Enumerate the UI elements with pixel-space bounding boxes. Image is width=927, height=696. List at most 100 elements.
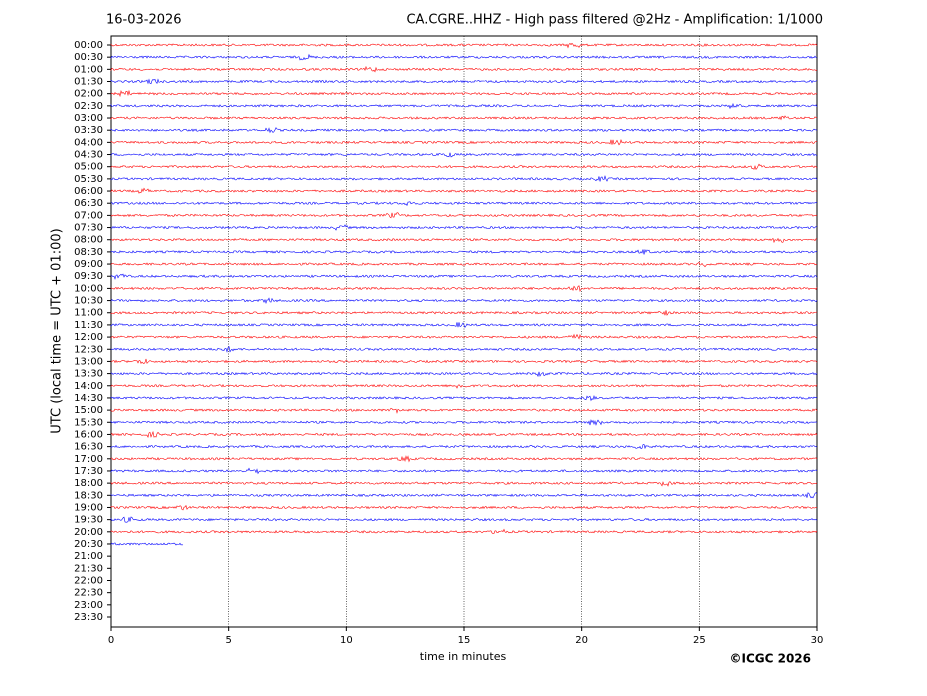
y-axis-label: UTC (local time = UTC + 01:00): [50, 228, 65, 433]
trace: [110, 127, 818, 134]
trace: [110, 224, 818, 231]
trace: [110, 42, 818, 49]
y-tick-label: 04:30: [74, 150, 103, 161]
y-tick-label: 15:00: [74, 405, 103, 416]
x-tick-label: 15: [458, 635, 471, 646]
y-tick-label: 15:30: [74, 417, 103, 428]
trace: [110, 467, 818, 475]
y-tick-label: 20:30: [74, 539, 103, 550]
trace: [110, 528, 818, 534]
y-tick-label: 00:30: [74, 52, 103, 63]
trace: [110, 297, 818, 305]
trace: [110, 138, 818, 146]
trace: [110, 333, 818, 340]
y-tick-label: 10:30: [74, 296, 103, 307]
trace: [110, 455, 818, 463]
y-tick-label: 19:30: [74, 515, 103, 526]
y-tick-label: 07:30: [74, 223, 103, 234]
trace: [110, 237, 818, 244]
trace: [110, 285, 818, 293]
x-tick-label: 30: [811, 635, 824, 646]
trace: [110, 394, 818, 402]
trace: [110, 481, 818, 487]
y-tick-label: 22:00: [74, 575, 103, 586]
chart-title: CA.CGRE..HHZ - High pass filtered @2Hz -…: [406, 13, 823, 28]
y-tick-label: 02:00: [74, 89, 103, 100]
y-tick-label: 00:00: [74, 40, 103, 51]
trace: [110, 261, 818, 268]
y-tick-label: 01:00: [74, 64, 103, 75]
trace: [110, 443, 818, 450]
y-tick-label: 16:00: [74, 429, 103, 440]
x-tick-label: 25: [693, 635, 706, 646]
date: 16-03-2026: [106, 13, 182, 28]
trace: [110, 187, 818, 194]
trace: [110, 430, 818, 438]
y-tick-label: 11:30: [74, 320, 103, 331]
y-tick-label: 04:00: [74, 137, 103, 148]
trace: [110, 115, 818, 121]
y-tick-label: 23:30: [74, 612, 103, 623]
y-tick-label: 13:00: [74, 356, 103, 367]
y-tick-label: 05:30: [74, 174, 103, 185]
y-tick-label: 14:30: [74, 393, 103, 404]
y-tick-label: 10:00: [74, 283, 103, 294]
y-tick-label: 02:30: [74, 101, 103, 112]
y-tick-label: 21:30: [74, 563, 103, 574]
trace: [110, 78, 818, 85]
trace: [110, 322, 818, 328]
y-tick-label: 19:00: [74, 502, 103, 513]
y-tick-label: 08:30: [74, 247, 103, 258]
trace: [110, 152, 818, 158]
y-tick-label: 07:00: [74, 210, 103, 221]
y-tick-label: 18:00: [74, 478, 103, 489]
x-tick-label: 10: [340, 635, 353, 646]
y-tick-label: 08:00: [74, 235, 103, 246]
trace: [110, 201, 818, 207]
trace: [110, 65, 818, 73]
trace: [110, 346, 818, 353]
y-tick-label: 06:30: [74, 198, 103, 209]
trace: [110, 89, 818, 98]
y-tick-label: 21:00: [74, 551, 103, 562]
y-tick-label: 22:30: [74, 588, 103, 599]
x-axis-label: time in minutes: [420, 650, 507, 663]
trace: [110, 407, 818, 414]
y-tick-label: 16:30: [74, 442, 103, 453]
y-tick-label: 23:00: [74, 600, 103, 611]
y-tick-label: 12:30: [74, 344, 103, 355]
y-tick-label: 03:00: [74, 113, 103, 124]
x-tick-label: 20: [575, 635, 588, 646]
trace: [110, 371, 818, 378]
trace: [110, 273, 818, 280]
trace: [110, 516, 818, 523]
y-tick-label: 09:30: [74, 271, 103, 282]
y-tick-label: 06:00: [74, 186, 103, 197]
y-tick-label: 18:30: [74, 490, 103, 501]
credit: ©ICGC 2026: [729, 652, 811, 666]
trace: [110, 102, 818, 110]
trace: [110, 212, 818, 219]
y-tick-label: 11:00: [74, 308, 103, 319]
trace: [110, 504, 818, 511]
trace: [110, 419, 818, 426]
y-tick-label: 20:00: [74, 527, 103, 538]
trace: [110, 248, 818, 255]
y-tick-label: 17:30: [74, 466, 103, 477]
y-tick-label: 13:30: [74, 369, 103, 380]
trace: [110, 542, 184, 546]
trace: [110, 358, 818, 364]
y-tick-label: 03:30: [74, 125, 103, 136]
y-tick-label: 17:00: [74, 454, 103, 465]
x-tick-label: 0: [108, 635, 114, 646]
y-tick-label: 12:00: [74, 332, 103, 343]
trace: [110, 175, 818, 182]
x-tick-label: 5: [225, 635, 231, 646]
trace: [110, 163, 818, 170]
y-tick-label: 05:00: [74, 162, 103, 173]
trace: [110, 310, 818, 316]
y-tick-label: 14:00: [74, 381, 103, 392]
y-tick-label: 09:00: [74, 259, 103, 270]
trace: [110, 492, 818, 499]
